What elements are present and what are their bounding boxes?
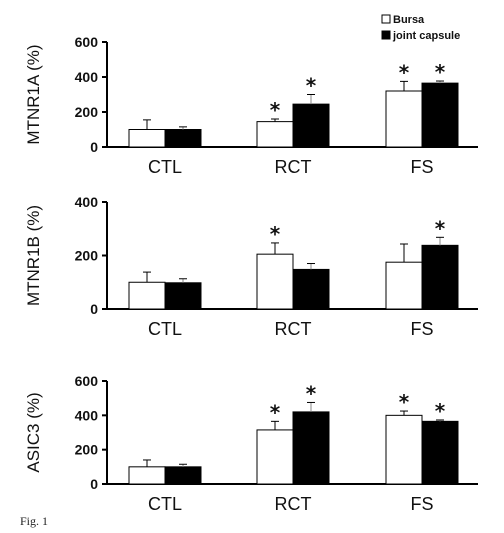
bar-bursa-fs: [385, 90, 423, 148]
y-tick-label: 400: [75, 69, 99, 85]
y-axis-label: MTNR1A (%): [24, 44, 43, 144]
y-axis-label: MTNR1B (%): [24, 205, 43, 306]
figure-caption: Fig. 1: [20, 514, 49, 528]
bar-joint-capsule-ctl: [164, 282, 202, 310]
y-tick-label: 600: [75, 373, 99, 389]
legend-label-bursa: Bursa: [393, 14, 425, 26]
significance-asterisk: *: [435, 60, 446, 84]
significance-asterisk: *: [306, 381, 317, 405]
y-axis-label: ASIC3 (%): [24, 392, 43, 472]
bar-bursa-ctl: [128, 281, 166, 310]
y-tick-label: 400: [75, 407, 99, 423]
legend-swatch-joint-capsule: [381, 30, 391, 40]
bar-bursa-fs: [385, 414, 423, 485]
y-tick-label: 0: [90, 476, 98, 492]
significance-asterisk: *: [270, 98, 281, 122]
y-tick-label: 400: [75, 194, 99, 210]
x-category-label-fs: FS: [410, 319, 433, 339]
y-tick-label: 0: [90, 139, 98, 155]
bar-joint-capsule-rct: [292, 411, 330, 485]
bar-joint-capsule-rct: [292, 103, 330, 148]
bar-bursa-ctl: [128, 466, 166, 485]
legend-label-joint-capsule: joint capsule: [392, 30, 460, 42]
bar-bursa-rct: [256, 253, 294, 310]
significance-asterisk: *: [435, 399, 446, 423]
x-category-label-fs: FS: [410, 157, 433, 177]
bar-joint-capsule-ctl: [164, 129, 202, 148]
x-category-label-ctl: CTL: [148, 494, 182, 512]
significance-asterisk: *: [270, 222, 281, 246]
bar-joint-capsule-ctl: [164, 466, 202, 485]
legend-swatch-bursa: [381, 14, 391, 24]
figure-canvas: Bursa joint capsule 0 200 400 600 MTNR1A (%)…: [24, 14, 478, 512]
y-tick-label: 200: [75, 442, 99, 458]
bar-bursa-fs: [385, 261, 423, 310]
bar-joint-capsule-fs: [421, 420, 459, 485]
chart-panel-mtnr1a: 0 200 400 600 MTNR1A (%) CTL * * RCT * * FS: [24, 34, 478, 177]
x-category-label-rct: RCT: [275, 494, 312, 512]
bar-joint-capsule-rct: [292, 268, 330, 310]
bar-bursa-rct: [256, 121, 294, 148]
bar-bursa-rct: [256, 429, 294, 485]
bar-joint-capsule-fs: [421, 244, 459, 310]
y-tick-label: 600: [75, 34, 99, 50]
x-category-label-ctl: CTL: [148, 157, 182, 177]
chart-panel-asic3: 0 200 400 600 ASIC3 (%) CTL * * RCT * * FS: [24, 373, 478, 512]
x-category-label-fs: FS: [410, 494, 433, 512]
significance-asterisk: *: [435, 216, 446, 240]
bar-joint-capsule-fs: [421, 82, 459, 148]
significance-asterisk: *: [399, 390, 410, 414]
significance-asterisk: *: [306, 74, 317, 98]
significance-asterisk: *: [399, 60, 410, 84]
bar-bursa-ctl: [128, 129, 166, 148]
y-tick-label: 0: [90, 301, 98, 317]
legend: Bursa joint capsule: [381, 14, 460, 42]
x-category-label-rct: RCT: [275, 319, 312, 339]
significance-asterisk: *: [270, 400, 281, 424]
y-tick-label: 200: [75, 248, 99, 264]
x-category-label-rct: RCT: [275, 157, 312, 177]
y-tick-label: 200: [75, 104, 99, 120]
chart-panel-mtnr1b: 0 200 400 MTNR1B (%) CTL * RCT * FS: [24, 194, 478, 339]
x-category-label-ctl: CTL: [148, 319, 182, 339]
